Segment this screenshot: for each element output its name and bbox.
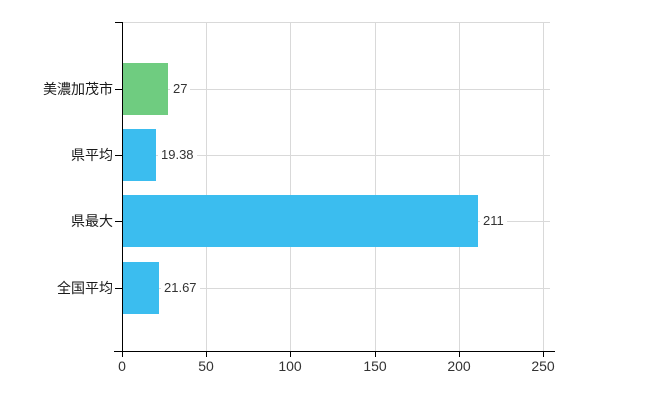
horizontal-gridline bbox=[123, 155, 550, 156]
vertical-gridline bbox=[375, 22, 376, 351]
vertical-gridline bbox=[290, 22, 291, 351]
x-axis-tick bbox=[122, 351, 123, 357]
x-axis-tick bbox=[290, 351, 291, 357]
value-label: 19.38 bbox=[158, 146, 197, 164]
y-axis-tick bbox=[115, 155, 122, 156]
vertical-gridline bbox=[543, 22, 544, 351]
value-label: 21.67 bbox=[161, 279, 200, 297]
x-axis-tick-label: 100 bbox=[278, 358, 302, 374]
x-axis-tick-label: 250 bbox=[531, 358, 555, 374]
plot-top-border bbox=[122, 22, 550, 23]
category-label: 美濃加茂市 bbox=[43, 81, 113, 97]
bar bbox=[123, 195, 478, 247]
bar bbox=[123, 63, 168, 115]
vertical-gridline bbox=[459, 22, 460, 351]
y-axis-line bbox=[122, 22, 123, 351]
horizontal-gridline bbox=[123, 89, 550, 90]
category-label: 全国平均 bbox=[57, 280, 113, 296]
value-label: 27 bbox=[170, 80, 191, 98]
x-axis-tick bbox=[543, 351, 544, 357]
bar bbox=[123, 129, 156, 181]
x-axis-tick-label: 150 bbox=[363, 358, 387, 374]
x-axis-tick-label: 200 bbox=[447, 358, 471, 374]
y-axis-tick bbox=[115, 288, 122, 289]
category-label: 県平均 bbox=[71, 147, 113, 163]
x-axis-tick bbox=[375, 351, 376, 357]
y-axis-tick bbox=[115, 89, 122, 90]
horizontal-gridline bbox=[123, 288, 550, 289]
x-axis-line bbox=[114, 351, 555, 352]
category-label: 県最大 bbox=[71, 213, 113, 229]
x-axis-tick-label: 0 bbox=[118, 358, 126, 374]
value-label: 211 bbox=[480, 212, 507, 230]
vertical-gridline bbox=[206, 22, 207, 351]
y-axis-top-tick bbox=[115, 22, 122, 23]
x-axis-tick bbox=[459, 351, 460, 357]
x-axis-tick-label: 50 bbox=[198, 358, 214, 374]
y-axis-tick bbox=[115, 221, 122, 222]
bar bbox=[123, 262, 159, 314]
x-axis-tick bbox=[206, 351, 207, 357]
